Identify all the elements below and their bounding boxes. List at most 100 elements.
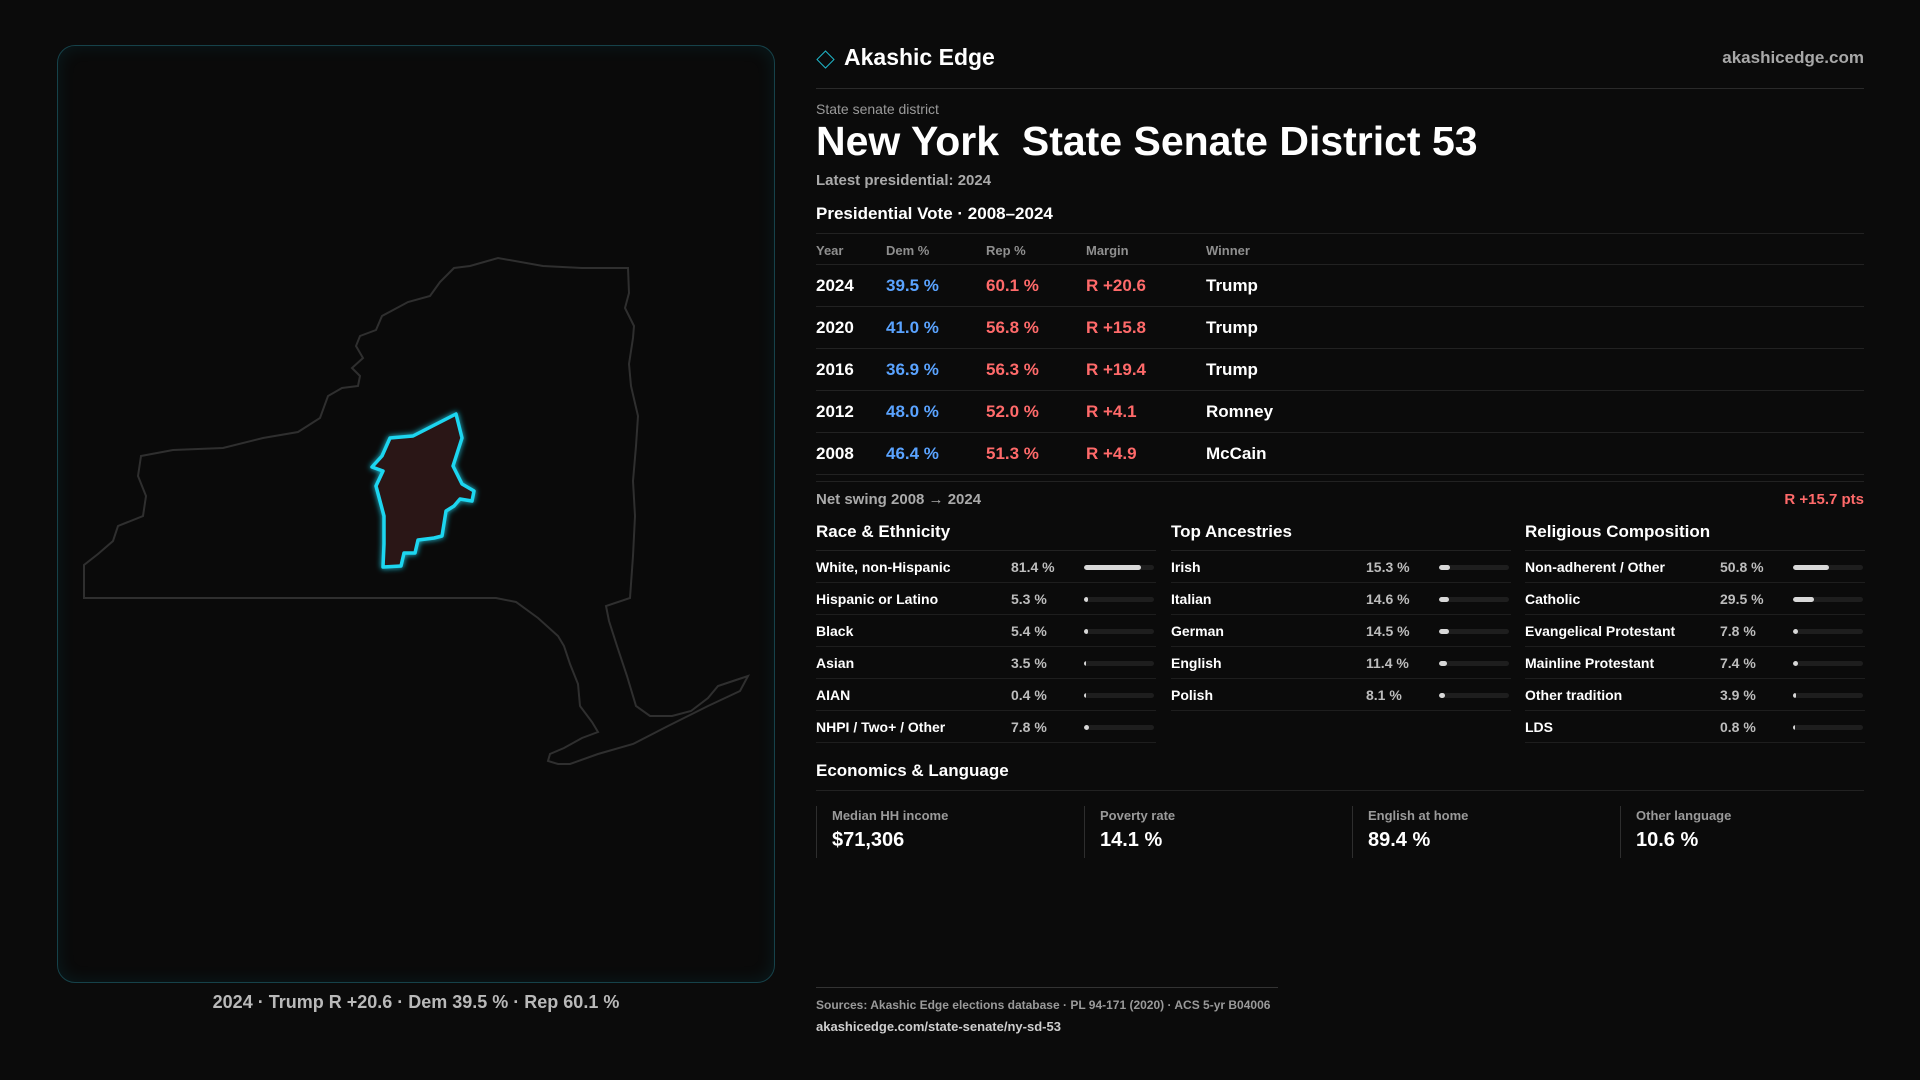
item-value: 0.4 % [1011,687,1047,703]
row-margin: R +19.4 [1086,360,1147,379]
list-item: White, non-Hispanic 81.4 % [816,551,1156,583]
row-winner: McCain [1206,444,1267,463]
district-shape [370,412,476,569]
percent-bar-fill [1084,661,1087,666]
econ-card: Median HH income $71,306 [816,806,1066,858]
item-label: Polish [1171,687,1214,703]
map-panel [57,45,775,983]
percent-bar-fill [1793,597,1814,602]
percent-bar [1084,629,1154,634]
percent-bar [1793,693,1863,698]
list-item: Irish 15.3 % [1171,551,1511,583]
row-year: 2024 [816,276,854,295]
item-label: Other tradition [1525,687,1623,703]
list-item: Hispanic or Latino 5.3 % [816,583,1156,615]
header: Akashic Edge akashicedge.com [816,44,1864,89]
table-row: 2024 39.5 % 60.1 % R +20.6 Trump [816,265,1864,307]
item-label: Irish [1171,559,1201,575]
row-dem: 46.4 % [886,444,939,463]
econ-label: Other language [1636,808,1732,823]
page-url-link[interactable]: akashicedge.com/state-senate/ny-sd-53 [816,1019,1061,1034]
row-rep: 52.0 % [986,402,1039,421]
item-label: Black [816,623,854,639]
list-item: Black 5.4 % [816,615,1156,647]
ancestry-heading: Top Ancestries [1171,522,1511,551]
row-dem: 48.0 % [886,402,939,421]
row-winner: Romney [1206,402,1274,421]
row-margin: R +15.8 [1086,318,1147,337]
percent-bar [1084,725,1154,730]
row-margin: R +4.1 [1086,402,1137,421]
table-row: 2016 36.9 % 56.3 % R +19.4 Trump [816,349,1864,391]
map-caption: 2024 · Trump R +20.6 · Dem 39.5 % · Rep … [212,992,620,1012]
percent-bar-fill [1793,693,1796,698]
list-item: Evangelical Protestant 7.8 % [1525,615,1865,647]
econ-value: 14.1 % [1100,829,1163,851]
item-value: 8.1 % [1366,687,1402,703]
percent-bar-fill [1439,565,1450,570]
list-item: Catholic 29.5 % [1525,583,1865,615]
vote-table: Year Dem % Rep % Margin Winner 2024 39.5… [816,233,1864,475]
item-value: 15.3 % [1366,559,1410,575]
row-winner: Trump [1206,276,1258,295]
table-row: 2020 41.0 % 56.8 % R +15.8 Trump [816,307,1864,349]
site-domain-link[interactable]: akashicedge.com [1722,48,1864,67]
econ-value: 10.6 % [1636,829,1699,851]
percent-bar-fill [1084,693,1086,698]
item-value: 14.5 % [1366,623,1410,639]
row-year: 2012 [816,402,854,421]
list-item: Italian 14.6 % [1171,583,1511,615]
vote-heading: Presidential Vote · 2008–2024 [816,204,1053,223]
diamond-logo-icon [816,49,835,69]
list-item: Other tradition 3.9 % [1525,679,1865,711]
percent-bar [1793,597,1863,602]
econ-value: 89.4 % [1368,829,1431,851]
percent-bar [1439,597,1509,602]
percent-bar-fill [1439,629,1450,634]
econ-label: English at home [1368,808,1469,823]
item-value: 7.4 % [1720,655,1756,671]
col-winner: Winner [1206,243,1250,258]
sources-footer: Sources: Akashic Edge elections database… [816,987,1278,1034]
item-label: Evangelical Protestant [1525,623,1676,639]
latest-presidential: Latest presidential: 2024 [816,172,992,189]
sources-text: Sources: Akashic Edge elections database… [816,998,1271,1012]
brand-name: Akashic Edge [844,44,995,70]
percent-bar-fill [1793,725,1795,730]
item-value: 11.4 % [1366,655,1409,671]
row-dem: 36.9 % [886,360,939,379]
item-label: Hispanic or Latino [816,591,939,607]
district-kicker: State senate district [816,101,939,117]
list-item: Polish 8.1 % [1171,679,1511,711]
item-label: AIAN [816,687,851,703]
item-value: 5.3 % [1011,591,1047,607]
swing-label: Net swing 2008 → 2024 [816,491,982,508]
item-label: Mainline Protestant [1525,655,1655,671]
race-section: Race & Ethnicity White, non-Hispanic 81.4… [816,522,1156,743]
list-item: Non-adherent / Other 50.8 % [1525,551,1865,583]
swing-value: R +15.7 pts [1784,491,1864,508]
brand[interactable]: Akashic Edge [816,44,995,71]
list-item: LDS 0.8 % [1525,711,1865,743]
percent-bar-fill [1084,629,1088,634]
item-value: 14.6 % [1366,591,1410,607]
economics-heading: Economics & Language [816,761,1864,791]
percent-bar [1439,693,1509,698]
econ-label: Median HH income [832,808,949,823]
item-label: White, non-Hispanic [816,559,951,575]
percent-bar [1793,725,1863,730]
item-value: 81.4 % [1011,559,1055,575]
econ-value: $71,306 [832,829,905,851]
ancestry-section: Top Ancestries Irish 15.3 % Italian 14.6 % G… [1171,522,1511,711]
item-value: 5.4 % [1011,623,1047,639]
percent-bar [1084,693,1154,698]
percent-bar-fill [1793,629,1799,634]
col-margin: Margin [1086,243,1129,258]
row-winner: Trump [1206,360,1258,379]
item-value: 7.8 % [1720,623,1756,639]
percent-bar-fill [1084,565,1141,570]
list-item: Mainline Protestant 7.4 % [1525,647,1865,679]
percent-bar [1439,661,1509,666]
net-swing: Net swing 2008 → 2024 R +15.7 pts [816,481,1864,517]
item-label: Non-adherent / Other [1525,559,1666,575]
